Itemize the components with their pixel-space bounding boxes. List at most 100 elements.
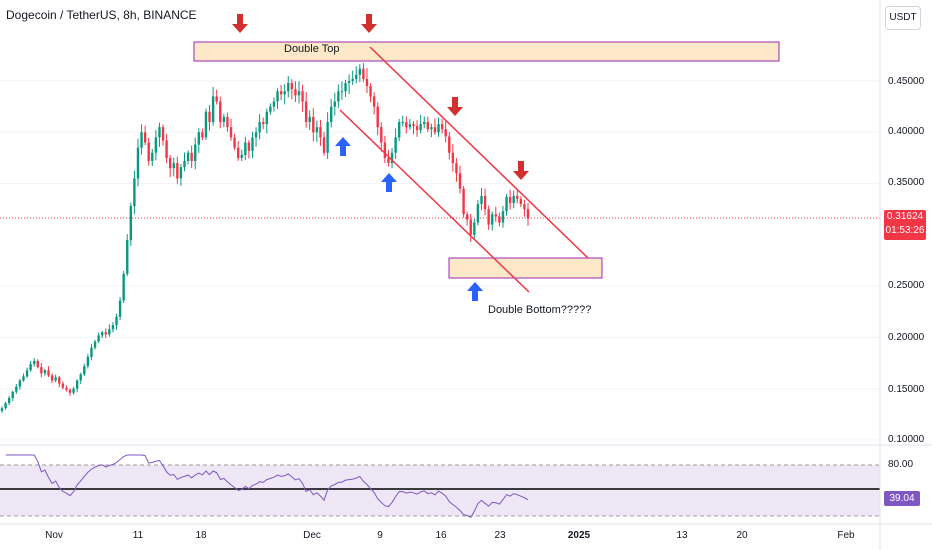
candle-body [408, 124, 412, 128]
candle-body [505, 196, 508, 212]
candle-body [469, 219, 472, 235]
candle-body [25, 370, 29, 377]
candle-body [512, 195, 515, 204]
candle-body [215, 96, 218, 102]
chart-title: Dogecoin / TetherUS, 8h, BINANCE [6, 8, 197, 22]
candle-body [297, 91, 301, 96]
candle-body [304, 101, 308, 123]
up-arrow-icon [381, 173, 397, 192]
candle-body [33, 361, 36, 365]
candle-body [90, 347, 93, 357]
candle-body [54, 377, 57, 381]
candle-body [75, 380, 79, 389]
up-arrow-icon [335, 137, 351, 156]
candle-body [122, 273, 125, 301]
candle-body [108, 329, 111, 335]
candle-body [444, 129, 447, 137]
candle-body [226, 116, 229, 128]
candle-body [133, 178, 136, 207]
candle-body [451, 152, 455, 164]
candle-body [161, 127, 165, 141]
grid [0, 80, 880, 441]
down-arrow-icon [447, 97, 463, 116]
candle-body [229, 127, 233, 138]
double-bottom-label: Double Bottom????? [488, 304, 592, 316]
time-axis-label: Dec [303, 530, 321, 541]
candle-body [423, 122, 426, 125]
candle-body [204, 111, 208, 138]
time-axis-label: 20 [736, 530, 748, 541]
currency-button[interactable]: USDT [885, 6, 921, 30]
candle-body [58, 377, 61, 384]
candle-body [269, 106, 272, 112]
candle-body [172, 163, 175, 169]
candle-body [322, 137, 326, 153]
candle-body [118, 300, 122, 317]
candle-body [236, 147, 240, 158]
candle-body [104, 332, 107, 335]
price-tick: 0.35000 [888, 177, 925, 188]
candle-body [426, 122, 430, 130]
candle-body [115, 316, 118, 326]
candle-body [412, 124, 415, 127]
candle-body [440, 124, 444, 130]
candle-body [65, 387, 68, 390]
candle-body [473, 222, 476, 235]
candle-body [380, 127, 383, 143]
candle-body [43, 370, 47, 374]
candle-body [319, 127, 322, 138]
time-axis-label: 11 [132, 530, 144, 541]
candle-body [222, 116, 226, 123]
candle-body [219, 101, 222, 123]
candle-body [458, 173, 462, 189]
candle-body [519, 198, 523, 205]
candle-body [287, 83, 290, 92]
candle-body [208, 111, 211, 123]
candle-countdown: 01:53:26 [885, 225, 925, 236]
double-bottom-zone[interactable] [448, 257, 603, 279]
time-axis-label: 23 [494, 530, 506, 541]
candle-body [498, 216, 501, 223]
candle-body [340, 91, 344, 93]
candle-body [7, 397, 11, 404]
channel-upper-line[interactable] [369, 46, 589, 259]
candle-body [487, 209, 490, 225]
rsi-upper-label: 80.00 [888, 459, 914, 470]
candle-body [333, 101, 336, 107]
candle-body [47, 370, 50, 376]
candle-body [100, 332, 104, 336]
candle-body [126, 239, 129, 274]
candle-body [415, 126, 419, 131]
candle-body [462, 188, 465, 215]
candle-body [351, 78, 354, 81]
time-axis-label: 13 [676, 530, 688, 541]
candle-body [254, 132, 258, 138]
candle-body [186, 152, 190, 162]
candle-body [15, 386, 18, 392]
double-top-zone[interactable] [193, 41, 780, 62]
time-axis-label: Feb [837, 530, 855, 541]
channel-lower-line[interactable] [339, 109, 530, 293]
candle-body [448, 136, 451, 153]
candle-body [201, 132, 204, 138]
rsi-line [5, 454, 529, 518]
candle-body [168, 157, 172, 169]
candle-body [165, 140, 168, 158]
candle-body [158, 127, 161, 138]
current-price-value: 0.31624 [886, 211, 924, 222]
candle-body [315, 127, 319, 133]
candle-body [362, 68, 365, 79]
candle-body [419, 124, 422, 131]
candle-body [147, 142, 150, 162]
candle-body [50, 375, 54, 381]
candle-body [369, 86, 372, 97]
candles [0, 63, 530, 414]
candle-body [83, 366, 86, 375]
price-tick: 0.10000 [888, 434, 925, 445]
candle-body [430, 127, 433, 130]
time-axis-label: 9 [377, 530, 383, 541]
candle-body [390, 152, 394, 164]
candle-body [326, 122, 329, 153]
candle-body [523, 204, 526, 210]
